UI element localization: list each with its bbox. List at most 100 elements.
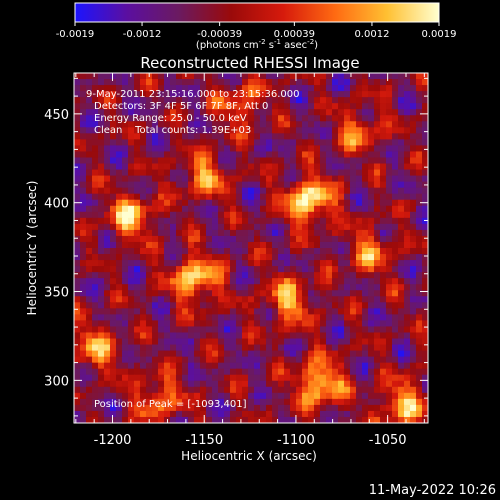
heatmap-cell <box>146 272 153 279</box>
heatmap-cell <box>320 79 327 86</box>
heatmap-cell <box>74 344 81 352</box>
heatmap-cell <box>236 308 243 315</box>
heatmap-cell <box>326 235 333 243</box>
heatmap-cell <box>116 187 123 195</box>
heatmap-cell <box>218 73 225 80</box>
heatmap-cell <box>158 278 165 285</box>
heatmap-cell <box>296 133 303 140</box>
heatmap-cell <box>410 163 417 171</box>
heatmap-cell <box>344 229 351 237</box>
heatmap-cell <box>176 139 183 147</box>
heatmap-cell <box>416 157 423 165</box>
heatmap-cell <box>98 254 105 261</box>
heatmap-cell <box>80 260 87 267</box>
heatmap-cell <box>416 91 423 98</box>
heatmap-cell <box>206 380 213 388</box>
heatmap-cell <box>206 356 213 364</box>
heatmap-cell <box>212 91 219 98</box>
heatmap-cell <box>230 314 237 322</box>
heatmap-cell <box>212 326 219 334</box>
heatmap-cell <box>152 398 159 406</box>
heatmap-cell <box>164 91 171 98</box>
heatmap-cell <box>272 151 279 159</box>
heatmap-cell <box>338 320 345 328</box>
heatmap-cell <box>392 163 399 171</box>
heatmap-cell <box>338 157 345 165</box>
heatmap-cell <box>218 314 225 322</box>
heatmap-cell <box>254 356 261 364</box>
heatmap-cell <box>356 356 363 364</box>
heatmap-cell <box>98 151 105 159</box>
heatmap-cell <box>86 410 93 418</box>
heatmap-cell <box>326 266 333 273</box>
heatmap-cell <box>302 163 309 171</box>
heatmap-cell <box>404 223 411 231</box>
heatmap-cell <box>254 296 261 303</box>
heatmap-cell <box>326 103 333 110</box>
heatmap-cell <box>176 332 183 340</box>
heatmap-cell <box>254 332 261 340</box>
heatmap-cell <box>422 320 428 328</box>
heatmap-cell <box>110 91 117 98</box>
heatmap-cell <box>422 175 428 183</box>
heatmap-cell <box>338 296 345 303</box>
heatmap-cell <box>422 121 428 128</box>
heatmap-cell <box>146 151 153 159</box>
heatmap-cell <box>254 278 261 285</box>
heatmap-cell <box>134 169 141 177</box>
heatmap-cell <box>248 103 255 110</box>
heatmap-cell <box>200 109 207 116</box>
heatmap-cell <box>236 139 243 147</box>
heatmap-cell <box>314 139 321 147</box>
heatmap-cell <box>116 85 123 92</box>
heatmap-cell <box>128 217 135 225</box>
heatmap-cell <box>248 109 255 116</box>
heatmap-cell <box>314 73 321 80</box>
heatmap-cell <box>422 248 428 255</box>
heatmap-cell <box>356 139 363 147</box>
heatmap-cell <box>152 127 159 134</box>
heatmap-cell <box>290 308 297 315</box>
heatmap-cell <box>104 392 111 400</box>
heatmap-cell <box>410 392 417 400</box>
heatmap-cell <box>188 344 195 352</box>
heatmap-cell <box>146 296 153 303</box>
heatmap-cell <box>92 121 99 128</box>
heatmap-cell <box>314 278 321 285</box>
heatmap-cell <box>248 133 255 140</box>
heatmap-cell <box>260 85 267 92</box>
heatmap-cell <box>314 404 321 412</box>
heatmap-cell <box>392 151 399 159</box>
heatmap-cell <box>176 85 183 92</box>
heatmap-cell <box>374 254 381 261</box>
heatmap-cell <box>278 85 285 92</box>
heatmap-cell <box>110 157 117 165</box>
footer-timestamp: 11-May-2022 10:26 <box>369 483 496 498</box>
heatmap-cell <box>116 332 123 340</box>
heatmap-cell <box>152 85 159 92</box>
heatmap-cell <box>410 260 417 267</box>
heatmap-cell <box>158 248 165 255</box>
heatmap-cell <box>260 79 267 86</box>
heatmap-cell <box>326 404 333 412</box>
heatmap-cell <box>410 193 417 201</box>
heatmap-cell <box>194 91 201 98</box>
heatmap-cell <box>122 211 129 219</box>
heatmap-cell <box>302 97 309 104</box>
heatmap-cell <box>152 404 159 412</box>
heatmap-cell <box>134 398 141 406</box>
heatmap-cell <box>134 181 141 189</box>
heatmap-cell <box>266 229 273 237</box>
heatmap-cell <box>248 139 255 147</box>
heatmap-cell <box>182 344 189 352</box>
heatmap-cell <box>92 103 99 110</box>
heatmap-cell <box>98 187 105 195</box>
heatmap-cell <box>410 157 417 165</box>
colorbar-tick-label: -0.00039 <box>197 29 242 40</box>
heatmap-cell <box>290 127 297 134</box>
heatmap-cell <box>110 260 117 267</box>
heatmap-cell <box>320 398 327 406</box>
heatmap-cell <box>374 290 381 297</box>
heatmap-cell <box>410 115 417 122</box>
heatmap-cell <box>290 199 297 207</box>
